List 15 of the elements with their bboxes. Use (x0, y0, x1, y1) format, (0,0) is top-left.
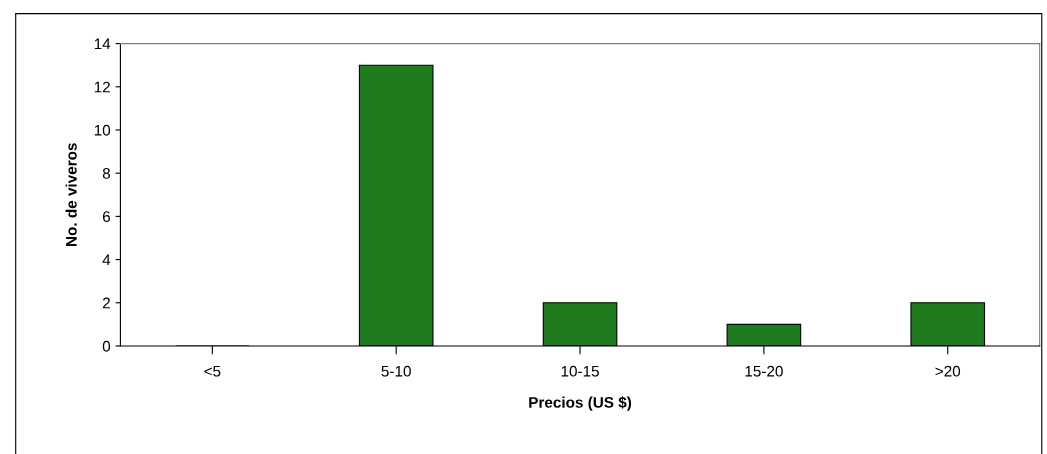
y-tick-label: 0 (102, 340, 111, 352)
y-axis-title: No. de viveros (65, 143, 77, 246)
y-tick-label: 12 (94, 81, 110, 93)
y-tick-label: 8 (102, 168, 111, 179)
y-tick-label: 4 (102, 254, 111, 266)
y-tick-label: 10 (94, 124, 111, 136)
x-axis-title: Precios (US $) (529, 396, 632, 411)
x-tick-label: 5-10 (381, 365, 411, 377)
y-tick-label: 14 (94, 38, 111, 50)
y-tick-label: 2 (102, 297, 110, 309)
y-tick-label: 6 (102, 211, 111, 223)
x-tick-label: >20 (935, 365, 961, 377)
x-tick-label: 15-20 (745, 365, 783, 377)
x-tick-label: 10-15 (561, 365, 599, 377)
x-tick-label: <5 (204, 365, 221, 377)
